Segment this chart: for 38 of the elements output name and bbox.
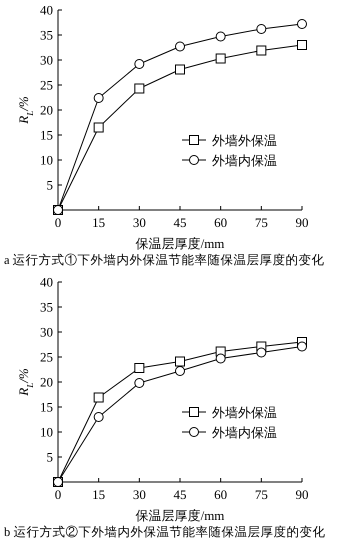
x-tick-label: 90 (296, 487, 308, 502)
x-tick-label: 15 (92, 215, 106, 230)
x-tick-label: 75 (254, 215, 268, 230)
y-tick-label: 40 (40, 274, 53, 290)
x-tick-label: 75 (254, 487, 268, 502)
y-tick-label: 5 (46, 178, 53, 192)
x-tick-label: 90 (296, 215, 308, 230)
x-tick-label: 60 (214, 215, 228, 230)
y-tick-label: 30 (40, 52, 53, 68)
x-tick-label: 45 (174, 487, 186, 502)
y-tick-label: 25 (40, 350, 53, 364)
y-tick-label: 20 (40, 102, 53, 118)
legend-label: 外墙外保温 (212, 405, 277, 420)
y-tick-label: 15 (40, 400, 53, 414)
y-tick-label: 35 (40, 28, 53, 42)
legend-label: 外墙内保温 (212, 425, 277, 440)
text: a 运行方式①下外墙内外保温节能率随保温层厚度的变化 (4, 252, 325, 267)
y-tick-label: 40 (40, 2, 53, 18)
x-tick-label: 0 (54, 215, 62, 230)
x-tick-label: 30 (132, 487, 146, 502)
x-tick-label: 15 (92, 487, 106, 502)
y-tick-label: 10 (40, 424, 53, 440)
x-axis-title: 保温层厚度/mm (136, 236, 224, 251)
text: b 运行方式②下外墙内外保温节能率随保温层厚度的变化 (4, 524, 326, 539)
x-axis-title: 保温层厚度/mm (136, 508, 224, 523)
y-tick-label: 15 (40, 128, 53, 142)
y-tick-label: 10 (40, 152, 53, 168)
legend-label: 外墙外保温 (212, 133, 277, 148)
y-tick-label: 30 (40, 324, 53, 340)
x-tick-label: 0 (54, 487, 62, 502)
x-tick-label: 30 (132, 215, 146, 230)
x-tick-label: 60 (214, 487, 228, 502)
x-tick-label: 45 (174, 215, 186, 230)
y-tick-label: 20 (40, 374, 53, 390)
legend-label: 外墙内保温 (212, 153, 277, 168)
y-tick-label: 25 (40, 78, 53, 92)
y-tick-label: 35 (40, 300, 53, 314)
y-tick-label: 5 (46, 450, 53, 464)
